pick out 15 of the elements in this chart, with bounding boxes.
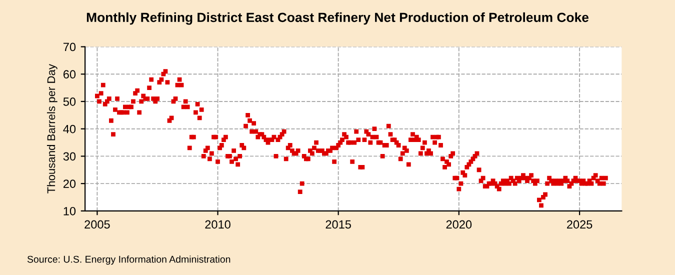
y-tick-label: 30 (63, 152, 76, 161)
y-tick-label: 10 (64, 206, 76, 216)
x-tick-label: 2020 (446, 220, 472, 229)
y-tick-label: 60 (63, 70, 76, 79)
x-tick-label: 2025 (567, 220, 592, 229)
y-tick-label: 70 (63, 42, 76, 52)
y-tick-label: 50 (63, 98, 76, 106)
y-tick-label: 40 (63, 124, 76, 134)
source-note: Source: U.S. Energy Information Administration (27, 256, 230, 265)
x-tick-label: 2005 (84, 220, 110, 229)
x-tick-label: 2015 (326, 220, 351, 229)
chart-title: Monthly Refining District East Coast Refinery Net Production of Petroleum Coke (86, 12, 589, 25)
x-tick-label: 2010 (205, 220, 230, 229)
y-axis-title: Thousand Barrels per Day (46, 64, 58, 194)
y-tick-label: 20 (63, 180, 76, 188)
